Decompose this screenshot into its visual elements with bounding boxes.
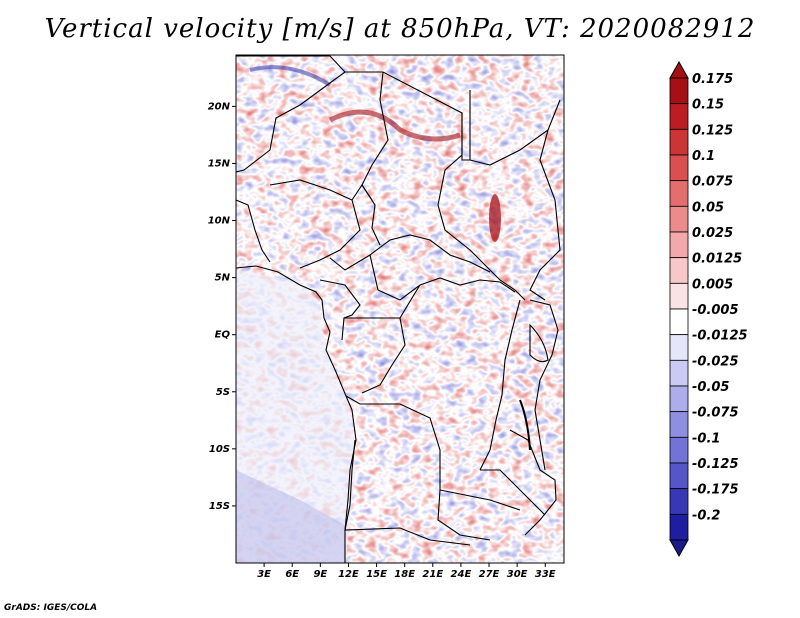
lon-tick-label: 15E xyxy=(366,569,387,580)
colorbar-swatch xyxy=(669,77,689,105)
map-frame xyxy=(235,54,565,564)
lat-tick-label: 10N xyxy=(208,216,231,227)
colorbar-label: -0.075 xyxy=(692,406,739,421)
tibesti-updraft-band xyxy=(328,109,461,142)
colorbar-swatch xyxy=(669,103,689,130)
colorbar-label: 0.175 xyxy=(692,72,733,87)
lat-tick-label: 5S xyxy=(216,387,230,398)
map-title: Vertical velocity [m/s] at 850hPa, VT: 2… xyxy=(44,14,756,44)
ethiopian-highlands-updraft xyxy=(489,194,501,242)
colorbar-label: 0.15 xyxy=(692,98,724,113)
colorbar-label: 0.005 xyxy=(692,277,733,292)
lon-tick-label: 27E xyxy=(479,569,500,580)
colorbar-swatch xyxy=(669,205,689,233)
southern-atlantic-subsidence xyxy=(236,470,345,563)
colorbar-label: -0.05 xyxy=(692,380,729,395)
colorbar-label: 0.025 xyxy=(692,226,733,241)
lat-tick-label: 20N xyxy=(208,101,231,112)
northern-downdraft-band xyxy=(249,65,332,87)
colorbar-swatch xyxy=(669,257,689,284)
colorbar: 0.175 0.15 0.125 0.1 0.075 0.05 0.025 0.0125 0.0… xyxy=(669,60,748,558)
lon-tick-label: 3E xyxy=(257,569,271,580)
colorbar-label: -0.175 xyxy=(692,483,739,498)
colorbar-label: -0.1 xyxy=(692,431,720,446)
lat-tick-label: 15N xyxy=(208,158,231,169)
credit-label: GrADS: IGES/COLA xyxy=(4,603,98,613)
colorbar-label: 0.125 xyxy=(692,123,733,138)
colorbar-label: 0.05 xyxy=(692,200,724,215)
colorbar-swatch xyxy=(669,488,689,515)
lon-tick-label: 9E xyxy=(313,569,327,580)
colorbar-label: 0.075 xyxy=(692,175,733,190)
colorbar-label: -0.0125 xyxy=(692,329,748,344)
map-panel xyxy=(236,55,564,563)
colorbar-swatch xyxy=(669,180,689,207)
colorbar-swatch xyxy=(669,154,689,182)
lon-tick-label: 21E xyxy=(422,569,443,580)
colorbar-top-arrow xyxy=(669,60,689,79)
axis-ticks: 20N 15N 10N 5N EQ 5S 10S 15S 3E 6E 9E 12E 15E 18E 21E 2… xyxy=(208,101,556,580)
lon-tick-label: 24E xyxy=(451,569,472,580)
colorbar-swatch xyxy=(669,411,689,438)
colorbar-swatch xyxy=(669,462,689,490)
lon-tick-label: 33E xyxy=(535,569,556,580)
lat-tick-label: 5N xyxy=(215,273,231,284)
colorbar-swatch xyxy=(669,385,689,413)
colorbar-swatch xyxy=(669,308,689,336)
lon-tick-label: 18E xyxy=(394,569,415,580)
colorbar-label: -0.025 xyxy=(692,354,739,369)
lon-tick-label: 30E xyxy=(507,569,528,580)
lon-tick-label: 12E xyxy=(338,569,359,580)
lat-tick-label: 15S xyxy=(209,501,230,512)
lat-tick-label: 10S xyxy=(209,444,230,455)
colorbar-bottom-arrow xyxy=(669,539,689,558)
colorbar-label: -0.2 xyxy=(692,508,720,523)
colorbar-swatch xyxy=(669,334,689,361)
colorbar-swatch xyxy=(669,231,689,259)
colorbar-swatch xyxy=(669,128,689,156)
colorbar-label: 0.0125 xyxy=(692,252,742,267)
colorbar-swatch xyxy=(669,359,689,387)
colorbar-label: -0.005 xyxy=(692,303,739,318)
colorbar-swatch xyxy=(669,513,689,541)
coastline xyxy=(236,265,357,563)
country-borders xyxy=(236,55,561,563)
colorbar-label: -0.125 xyxy=(692,457,739,472)
lat-tick-label: EQ xyxy=(215,330,231,341)
colorbar-label: 0.1 xyxy=(692,149,715,164)
colorbar-swatch xyxy=(669,282,689,310)
colorbar-swatch xyxy=(669,436,689,464)
lon-tick-label: 6E xyxy=(285,569,299,580)
